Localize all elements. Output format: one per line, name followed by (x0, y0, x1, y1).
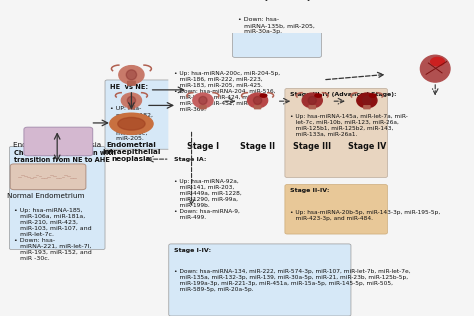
Text: Stage IA:: Stage IA: (174, 157, 206, 162)
Text: Stage III: Stage III (293, 142, 331, 151)
Ellipse shape (110, 113, 153, 134)
Ellipse shape (193, 93, 213, 108)
Ellipse shape (370, 94, 376, 97)
FancyBboxPatch shape (105, 80, 171, 149)
FancyBboxPatch shape (169, 67, 248, 172)
Text: Stage II-IV:: Stage II-IV: (290, 188, 329, 193)
Ellipse shape (247, 93, 268, 108)
Ellipse shape (363, 96, 371, 105)
Text: • Down: hsa-miRNA-134, miR-222, miR-574-3p, miR-107, miR-let-7b, miR-let-7e,
   : • Down: hsa-miRNA-134, miR-222, miR-574-… (174, 269, 410, 292)
Text: • Up: hsa-miRNA-200c, miR-204-5p,
   miR-186, miR-222, miR-223,
   miR-183, miR-: • Up: hsa-miRNA-200c, miR-204-5p, miR-18… (174, 71, 280, 112)
Text: Endometrial
intraepithelial
neoplasia: Endometrial intraepithelial neoplasia (102, 142, 161, 162)
Text: Stage IV: Stage IV (348, 142, 386, 151)
Text: After Hysterectomy:: After Hysterectomy: (237, 0, 314, 1)
FancyBboxPatch shape (169, 154, 248, 247)
Ellipse shape (118, 118, 145, 130)
Text: • Up: hsa-miRNA-185,
   miR-106a, miR-181a,
   miR-210, miR-423,
   miR-103, miR: • Up: hsa-miRNA-185, miR-106a, miR-181a,… (14, 208, 92, 261)
FancyBboxPatch shape (128, 105, 135, 109)
Ellipse shape (199, 96, 207, 105)
Text: • UP: hsa-
   miRNA-182,
   miR-183,
   miR-200a,
   miR-200c,
   miR-205.: • UP: hsa- miRNA-182, miR-183, miR-200a,… (110, 106, 153, 141)
FancyBboxPatch shape (309, 105, 316, 109)
Ellipse shape (260, 94, 267, 97)
Ellipse shape (302, 93, 322, 108)
Text: • Up: hsa-miRNA-145a, miR-let-7a, miR-
   let-7c, miR-10b, miR-123, miR-26a,
   : • Up: hsa-miRNA-145a, miR-let-7a, miR- l… (290, 114, 408, 137)
FancyBboxPatch shape (233, 0, 321, 58)
FancyBboxPatch shape (127, 81, 136, 86)
Text: Normal Endometrium: Normal Endometrium (7, 193, 84, 199)
Text: Stage I-IV:: Stage I-IV: (174, 248, 211, 252)
FancyBboxPatch shape (199, 105, 207, 109)
Text: Endometrial hyperplasia
without atypia: Endometrial hyperplasia without atypia (13, 142, 101, 155)
Ellipse shape (308, 96, 316, 105)
Ellipse shape (126, 70, 137, 80)
Text: • Up: hsa-miRNA-20b-5p, miR-143-3p, miR-195-5p,
   miR-423-3p, and miR-484.: • Up: hsa-miRNA-20b-5p, miR-143-3p, miR-… (290, 210, 440, 221)
Ellipse shape (420, 55, 450, 82)
Ellipse shape (357, 93, 377, 108)
FancyBboxPatch shape (254, 105, 261, 109)
Text: • Up: hsa-miRNA-92a,
   miR-141, miR-203,
   miR-449a, miR-1228,
   miR-1290, mi: • Up: hsa-miRNA-92a, miR-141, miR-203, m… (174, 179, 242, 220)
Ellipse shape (315, 94, 321, 97)
FancyBboxPatch shape (285, 88, 387, 178)
FancyBboxPatch shape (9, 146, 105, 250)
Text: Stage I: Stage I (187, 142, 219, 151)
FancyBboxPatch shape (10, 164, 86, 190)
Ellipse shape (431, 58, 444, 66)
Text: Changes in expression with
transition from NE to AHE
to EC:: Changes in expression with transition fr… (14, 150, 117, 170)
Text: • Down: hsa-
   miRNA-135b, miR-205,
   miR-30a-3p.: • Down: hsa- miRNA-135b, miR-205, miR-30… (237, 17, 314, 34)
Ellipse shape (119, 66, 144, 84)
Ellipse shape (121, 93, 141, 108)
Ellipse shape (128, 96, 136, 105)
FancyBboxPatch shape (363, 105, 371, 109)
Ellipse shape (254, 96, 262, 105)
FancyBboxPatch shape (285, 185, 387, 234)
Text: HE  vs NE:: HE vs NE: (110, 84, 148, 90)
FancyBboxPatch shape (169, 244, 351, 316)
Text: Stage II: Stage II (240, 142, 275, 151)
FancyBboxPatch shape (24, 127, 93, 156)
Text: Stage III-IV (Advanced Stage):: Stage III-IV (Advanced Stage): (290, 92, 397, 97)
